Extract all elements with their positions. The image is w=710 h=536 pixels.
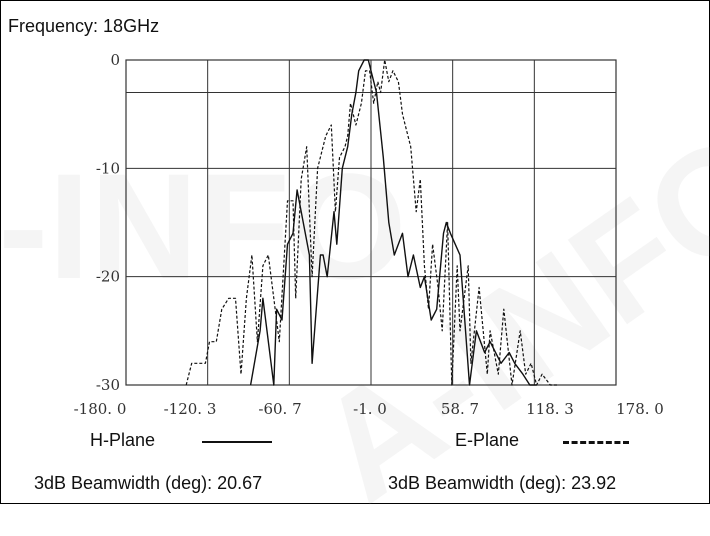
x-tick-label: -60. 7 [258,400,301,418]
x-tick-label: -1. 0 [353,400,387,418]
series-layer [185,59,558,386]
frequency-label: Frequency: 18GHz [8,16,160,36]
e-plane-series-line [185,59,558,386]
x-tick-label: 118. 3 [526,400,574,418]
y-tick-label: 0 [110,51,120,69]
radiation-pattern-chart: 0 -10 -20 -30 -180. 0 -120. 3 -60. 7 -1. 0 58. 7… [74,51,664,418]
chart-frame [0,0,710,504]
legend-h-plane-swatch [202,441,272,443]
y-tick-label: -20 [96,268,120,286]
grid-layer [125,59,617,386]
x-tick-label: 58. 7 [441,400,479,418]
axis-layer: 0 -10 -20 -30 -180. 0 -120. 3 -60. 7 -1. 0 58. 7… [74,51,664,418]
legend-e-plane-swatch [563,441,629,444]
x-tick-label: 178. 0 [616,400,664,418]
e-plane-beamwidth: 3dB Beamwidth (deg): 23.92 [388,473,617,493]
legend-e-plane-label: E-Plane [455,430,520,450]
x-tick-label: -180. 0 [74,400,127,418]
y-tick-label: -10 [96,159,120,177]
x-tick-label: -120. 3 [164,400,217,418]
legend-h-plane-label: H-Plane [90,430,156,450]
h-plane-series-line [249,59,537,386]
h-plane-beamwidth: 3dB Beamwidth (deg): 20.67 [34,473,263,493]
y-tick-label: -30 [96,376,120,394]
